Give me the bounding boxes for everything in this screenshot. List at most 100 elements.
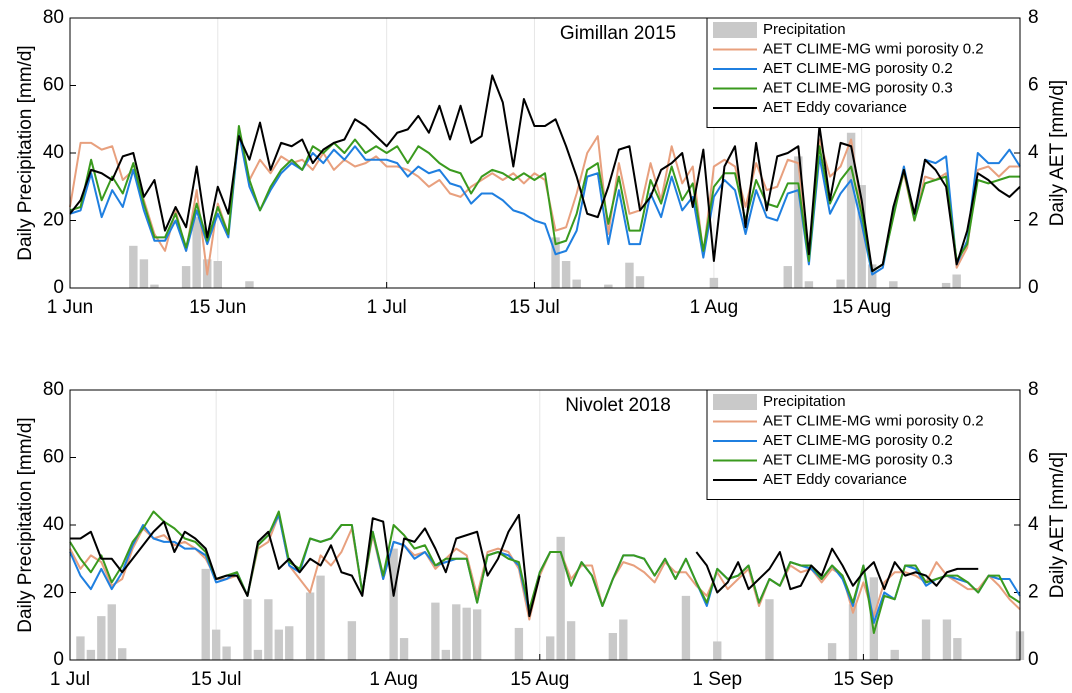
- legend-swatch: [713, 22, 757, 38]
- bar: [857, 185, 866, 288]
- y-tick-label: 60: [43, 75, 64, 96]
- line: [69, 131, 1021, 276]
- bar: [264, 599, 273, 660]
- plot-frame: [69, 389, 1021, 661]
- x-tick-label: 1 Aug: [369, 669, 418, 690]
- legend-box: [706, 17, 1021, 128]
- bar: [848, 604, 858, 660]
- x-tick-label: 1 Sep: [692, 669, 742, 690]
- legend-label: AET CLIME-MG porosity 0.2: [763, 432, 953, 449]
- bar: [561, 261, 571, 288]
- x-tick-label: 15 Aug: [832, 297, 891, 318]
- y2-tick-label: 6: [1028, 75, 1039, 96]
- y2-tick-label: 6: [1028, 447, 1039, 468]
- bar: [681, 595, 691, 660]
- legend: Precipitation AET CLIME-MG wmi porosity 0…: [706, 17, 1021, 128]
- bar: [846, 132, 856, 288]
- bar: [462, 607, 471, 660]
- y-tick-label: 60: [43, 447, 64, 468]
- bar: [794, 156, 803, 288]
- legend-box: [706, 389, 1021, 500]
- legend-label: AET CLIME-MG porosity 0.2: [763, 60, 953, 77]
- bar: [97, 616, 106, 660]
- line: [69, 125, 1020, 273]
- bar: [889, 281, 898, 288]
- x-tick-label: 15 Jun: [189, 297, 246, 318]
- bar: [765, 599, 774, 660]
- bar: [76, 636, 85, 660]
- bar: [625, 262, 634, 288]
- bar: [551, 237, 560, 288]
- line: [70, 513, 979, 618]
- bar: [181, 266, 191, 288]
- y2-tick-label: 4: [1028, 514, 1039, 535]
- bar: [836, 279, 845, 288]
- y2-tick-label: 2: [1028, 210, 1039, 231]
- legend-label: AET CLIME-MG wmi porosity 0.2: [763, 40, 984, 57]
- bar: [953, 638, 962, 660]
- bar: [389, 548, 398, 660]
- y2-tick-label: 8: [1028, 7, 1039, 28]
- bar: [213, 261, 222, 288]
- bar: [211, 629, 221, 660]
- bar: [274, 629, 283, 660]
- bar: [619, 619, 628, 660]
- x-tick-label: 1 Jul: [50, 669, 90, 690]
- bar: [713, 641, 722, 660]
- x-tick-label: 15 Sep: [833, 669, 893, 690]
- bar: [285, 626, 294, 660]
- bar: [952, 274, 961, 288]
- bar: [921, 619, 931, 660]
- bar: [566, 621, 576, 660]
- y-axis-label: Daily Precipitation [mm/d]: [15, 417, 36, 632]
- x-tick-label: 15 Jul: [191, 669, 242, 690]
- y-tick-label: 20: [43, 210, 64, 231]
- bar: [783, 266, 792, 288]
- panel: 1 Jun 15 Jun 1 Jul 15 Jul 1 Aug 15 Aug0204060…: [15, 7, 1068, 318]
- bar: [709, 277, 719, 288]
- bar: [243, 599, 252, 660]
- panel-title: Nivolet 2018: [565, 395, 671, 416]
- bar: [604, 284, 613, 288]
- legend-swatch: [713, 394, 757, 410]
- legend-label: Precipitation: [763, 21, 846, 38]
- bar: [941, 282, 951, 288]
- bar: [804, 281, 814, 288]
- bar: [107, 604, 116, 660]
- bar: [316, 575, 325, 660]
- y-tick-label: 0: [53, 277, 64, 298]
- y-tick-label: 40: [43, 514, 64, 535]
- bar: [608, 633, 618, 660]
- x-tick-label: 1 Jun: [47, 297, 93, 318]
- bar: [139, 259, 149, 288]
- bar: [305, 592, 315, 660]
- bar: [556, 536, 565, 660]
- bar: [222, 646, 231, 660]
- bar: [890, 649, 899, 660]
- bar: [942, 619, 952, 660]
- y-axis-label: Daily Precipitation [mm/d]: [15, 45, 36, 260]
- y-tick-label: 80: [43, 379, 64, 400]
- line: [69, 74, 1021, 273]
- panel-title: Gimillan 2015: [560, 23, 676, 44]
- y-tick-label: 40: [43, 142, 64, 163]
- bar: [827, 643, 837, 660]
- bar: [441, 649, 450, 660]
- y2-tick-label: 4: [1028, 142, 1039, 163]
- x-tick-label: 1 Jul: [367, 297, 407, 318]
- legend-label: AET CLIME-MG porosity 0.3: [763, 451, 953, 468]
- bar: [192, 217, 201, 288]
- bar: [472, 609, 482, 660]
- bar: [431, 602, 440, 660]
- legend-label: AET CLIME-MG wmi porosity 0.2: [763, 412, 984, 429]
- y2-tick-label: 0: [1028, 649, 1039, 670]
- legend-label: AET Eddy covariance: [763, 471, 907, 488]
- bar: [201, 568, 210, 660]
- bar: [572, 279, 581, 288]
- y2-axis-label: Daily AET [mm/d]: [1047, 452, 1068, 598]
- x-tick-label: 15 Aug: [510, 669, 569, 690]
- bar: [245, 281, 254, 288]
- y2-tick-label: 0: [1028, 277, 1039, 298]
- plot-frame: [69, 17, 1021, 289]
